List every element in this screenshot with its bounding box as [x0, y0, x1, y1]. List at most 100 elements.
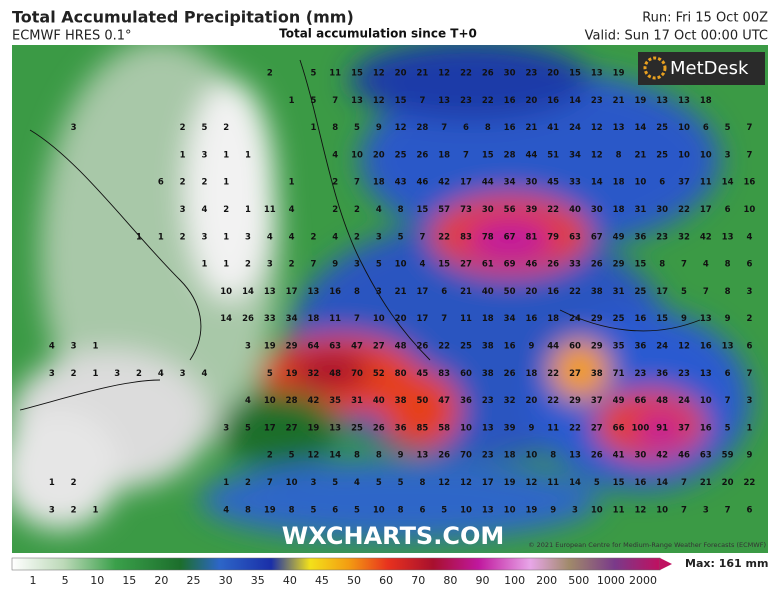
precip-value: 26 — [591, 260, 603, 270]
precip-value: 13 — [438, 96, 450, 106]
precip-value: 15 — [613, 478, 625, 488]
precip-value: 7 — [725, 396, 731, 406]
precip-value: 22 — [482, 96, 494, 106]
precip-value: 10 — [634, 178, 646, 188]
precip-value: 4 — [419, 260, 425, 270]
precip-value: 63 — [700, 451, 712, 461]
precip-value: 1 — [289, 178, 295, 188]
precip-value: 8 — [354, 287, 360, 297]
precip-value: 57 — [438, 205, 450, 215]
precip-value: 10 — [264, 396, 276, 406]
precip-value: 10 — [700, 150, 712, 160]
precip-value: 79 — [547, 232, 559, 242]
precip-value: 20 — [395, 314, 407, 324]
precip-value: 26 — [438, 451, 450, 461]
precip-value: 70 — [351, 369, 363, 379]
precip-value: 3 — [725, 150, 731, 160]
precip-value: 23 — [656, 232, 668, 242]
precip-value: 56 — [504, 205, 516, 215]
precip-value: 48 — [329, 369, 341, 379]
precip-value: 34 — [286, 314, 298, 324]
grid-values: 2 5 11 15 12 20 21 12 22 26 30 23 20 15 13 191 5 7 13 12 15 7… — [49, 69, 756, 516]
precip-value: 4 — [289, 205, 295, 215]
precip-value: 5 — [201, 123, 207, 133]
precip-value: 37 — [591, 396, 603, 406]
precip-value: 67 — [591, 232, 603, 242]
precip-value: 3 — [572, 505, 578, 515]
colorbar-label: 40 — [283, 574, 297, 587]
precip-value: 4 — [332, 232, 338, 242]
precip-value: 12 — [525, 478, 537, 488]
precip-value: 13 — [678, 96, 690, 106]
precip-value: 13 — [482, 423, 494, 433]
precip-value: 1 — [245, 205, 251, 215]
precip-value: 1 — [223, 478, 229, 488]
precip-value: 12 — [591, 150, 603, 160]
precip-value: 83 — [438, 369, 450, 379]
precip-value: 25 — [351, 423, 363, 433]
precip-value: 23 — [525, 69, 537, 79]
precip-value: 19 — [286, 369, 298, 379]
precip-value: 4 — [158, 369, 164, 379]
precip-value: 18 — [307, 314, 319, 324]
watermark: WXCHARTS.COM — [282, 522, 504, 550]
precip-value: 100 — [632, 423, 650, 433]
precip-value: 3 — [746, 396, 752, 406]
precip-value: 2 — [180, 123, 186, 133]
precip-value: 26 — [504, 369, 516, 379]
precip-value: 40 — [482, 287, 494, 297]
precip-value: 3 — [376, 232, 382, 242]
precip-value: 61 — [482, 260, 494, 270]
precip-value: 14 — [220, 314, 232, 324]
precip-value: 46 — [525, 260, 537, 270]
precip-value: 3 — [49, 505, 55, 515]
precip-value: 63 — [329, 342, 341, 352]
precip-value: 28 — [416, 123, 428, 133]
precip-value: 10 — [504, 505, 516, 515]
precip-value: 11 — [460, 314, 472, 324]
precip-value: 9 — [332, 260, 338, 270]
precip-value: 2 — [267, 69, 273, 79]
precip-value: 12 — [460, 478, 472, 488]
precip-value: 13 — [613, 123, 625, 133]
colorbar-label: 80 — [443, 574, 457, 587]
precip-value: 10 — [220, 287, 232, 297]
precip-value: 49 — [613, 396, 625, 406]
precip-value: 2 — [746, 314, 752, 324]
precip-value: 10 — [351, 150, 363, 160]
precip-value: 7 — [725, 505, 731, 515]
precip-value: 22 — [569, 423, 581, 433]
precip-value: 1 — [158, 232, 164, 242]
colorbar-label: 45 — [315, 574, 329, 587]
precip-value: 20 — [373, 150, 385, 160]
precip-value: 48 — [395, 342, 407, 352]
precip-value: 7 — [746, 123, 752, 133]
precip-value: 10 — [460, 505, 472, 515]
precip-value: 45 — [547, 178, 559, 188]
precip-value: 6 — [463, 123, 469, 133]
precip-value: 6 — [332, 505, 338, 515]
precip-value: 8 — [725, 287, 731, 297]
precip-value: 10 — [700, 396, 712, 406]
precip-value: 5 — [725, 123, 731, 133]
precip-value: 30 — [634, 451, 646, 461]
precip-value: 10 — [286, 478, 298, 488]
precip-value: 36 — [634, 342, 646, 352]
precip-value: 15 — [395, 96, 407, 106]
precip-value: 9 — [528, 423, 534, 433]
precip-value: 3 — [180, 369, 186, 379]
precip-value: 16 — [504, 96, 516, 106]
precip-value: 18 — [525, 369, 537, 379]
precip-value: 10 — [395, 260, 407, 270]
precip-value: 7 — [441, 314, 447, 324]
precip-value: 37 — [678, 423, 690, 433]
precip-value: 6 — [158, 178, 164, 188]
precip-value: 31 — [613, 287, 625, 297]
precip-value: 15 — [438, 260, 450, 270]
precip-value: 30 — [656, 205, 668, 215]
precip-value: 7 — [681, 505, 687, 515]
precip-value: 22 — [438, 342, 450, 352]
precip-value: 6 — [746, 505, 752, 515]
precip-value: 22 — [743, 478, 755, 488]
precip-value: 3 — [310, 478, 316, 488]
